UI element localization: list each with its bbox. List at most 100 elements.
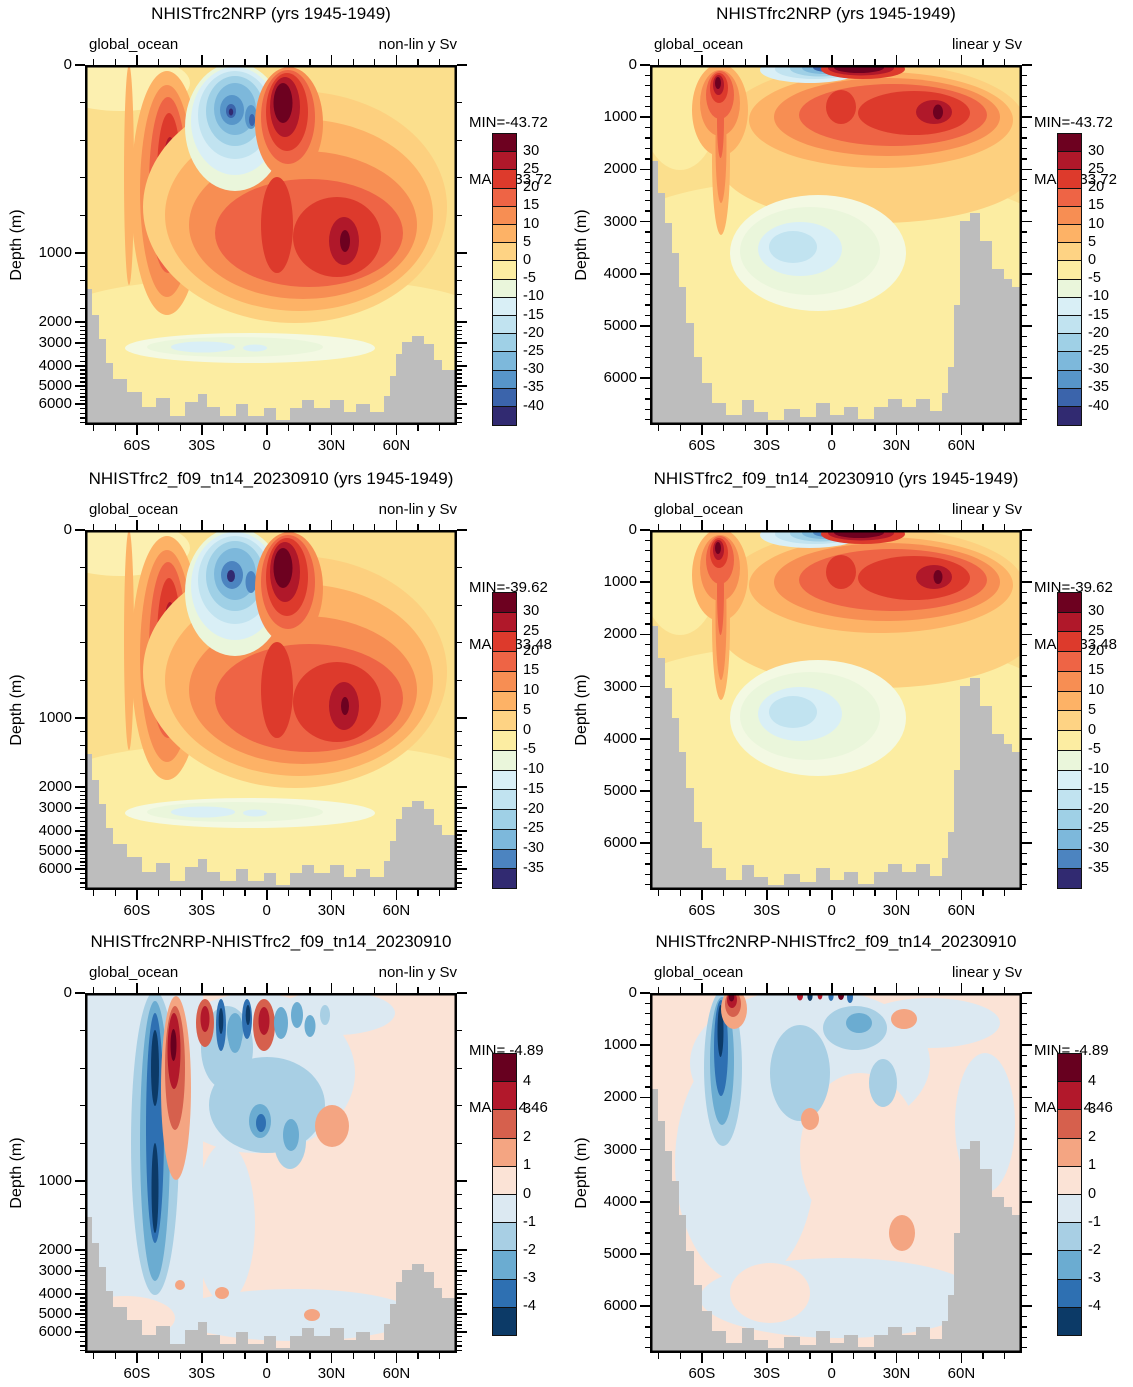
tick-mark [457,1288,462,1290]
tick-mark [658,890,660,896]
tick-mark [80,758,85,760]
y-tick-label: 1000 [38,708,72,726]
colorbar-tick-label: 3 [523,1100,532,1117]
tick-mark [457,307,462,309]
y-tick-label: 3000 [38,798,72,816]
tick-mark [457,1331,467,1333]
colorbar-tick-label: 30 [1088,142,1105,159]
colorbar-cell [492,789,517,811]
tick-mark [1022,769,1027,771]
tick-mark [645,800,650,802]
tick-mark [852,987,854,993]
colorbar-tick-label: 25 [523,622,540,639]
stats-minmax: MIN=-39.62 MAX= 33.48 [469,540,552,692]
tick-mark [917,425,919,431]
y-tick-label: 4000 [38,821,72,839]
tick-mark [395,1353,398,1363]
tick-mark [457,417,462,419]
tick-mark [658,1353,660,1359]
tick-mark [645,1075,650,1078]
tick-mark [265,55,268,65]
y-tick-label: 1000 [38,243,72,261]
tick-mark [1022,571,1027,573]
tick-mark [645,1190,650,1192]
tick-mark [1022,992,1032,994]
tick-mark [222,890,224,896]
tick-mark [1022,1347,1027,1349]
tick-mark [895,983,898,993]
tick-mark [80,1105,85,1107]
colorbar-tick-label: 5 [523,233,532,250]
tick-mark [895,1353,898,1363]
tick-mark [1022,1075,1027,1078]
tick-mark [93,425,95,431]
tick-mark [80,412,85,414]
tick-mark [395,983,398,993]
tick-mark [457,1253,462,1255]
tick-mark [457,846,462,848]
tick-mark [80,279,85,282]
tick-mark [457,1274,462,1277]
tick-mark [640,1253,650,1255]
tick-mark [1022,1044,1032,1047]
tick-mark [114,890,116,896]
tick-mark [830,983,833,993]
tick-mark [352,425,354,431]
tick-mark [645,654,650,656]
tick-mark [352,987,354,993]
tick-mark [645,1117,650,1119]
tick-mark [982,425,984,431]
tick-mark [1022,200,1027,202]
tick-mark [80,1350,85,1352]
tick-mark [75,252,85,254]
contour-field-svg [85,530,457,890]
tick-mark [80,1253,85,1255]
colorbar-tick-label: -15 [1088,306,1109,323]
tick-mark [645,419,650,421]
tick-mark [222,1353,224,1359]
tick-mark [1022,137,1027,139]
tick-mark [1022,612,1027,615]
tick-mark [1022,1242,1027,1245]
tick-mark [640,581,650,584]
tick-mark [457,252,467,254]
tick-mark [645,1128,650,1130]
colorbar-cell [1057,133,1082,153]
tick-mark [352,59,354,65]
tick-mark [1022,1107,1027,1109]
tick-mark [787,890,789,896]
tick-mark [645,665,650,667]
tick-mark [1022,85,1027,87]
tick-mark [1022,685,1032,688]
tick-mark [75,1331,85,1333]
tick-mark [80,338,85,340]
tick-mark [645,1159,650,1161]
x-tick-label: 60S [688,902,716,919]
tick-mark [1022,398,1027,400]
tick-mark [457,266,462,268]
tick-mark [75,1313,85,1315]
x-tick-label: 0 [827,437,836,454]
tick-mark [457,786,467,788]
tick-mark [457,396,462,398]
tick-mark [1022,293,1027,296]
colorbar-cell [492,1053,517,1083]
tick-mark [265,425,268,435]
tick-mark [1022,1336,1027,1338]
tick-mark [679,987,681,993]
tick-mark [457,1180,467,1182]
tick-mark [645,602,650,604]
tick-mark [645,158,650,160]
tick-mark [1022,95,1027,97]
tick-mark [457,1297,462,1299]
tick-mark [330,1353,333,1363]
tick-mark [80,882,85,884]
tick-mark [287,890,289,896]
colorbar-tick-label: -4 [523,1298,536,1315]
tick-mark [287,59,289,65]
colorbar-cell [1057,710,1082,732]
tick-mark [874,59,876,65]
tick-mark [457,758,462,760]
tick-mark [1022,210,1027,212]
tick-mark [1022,592,1027,594]
